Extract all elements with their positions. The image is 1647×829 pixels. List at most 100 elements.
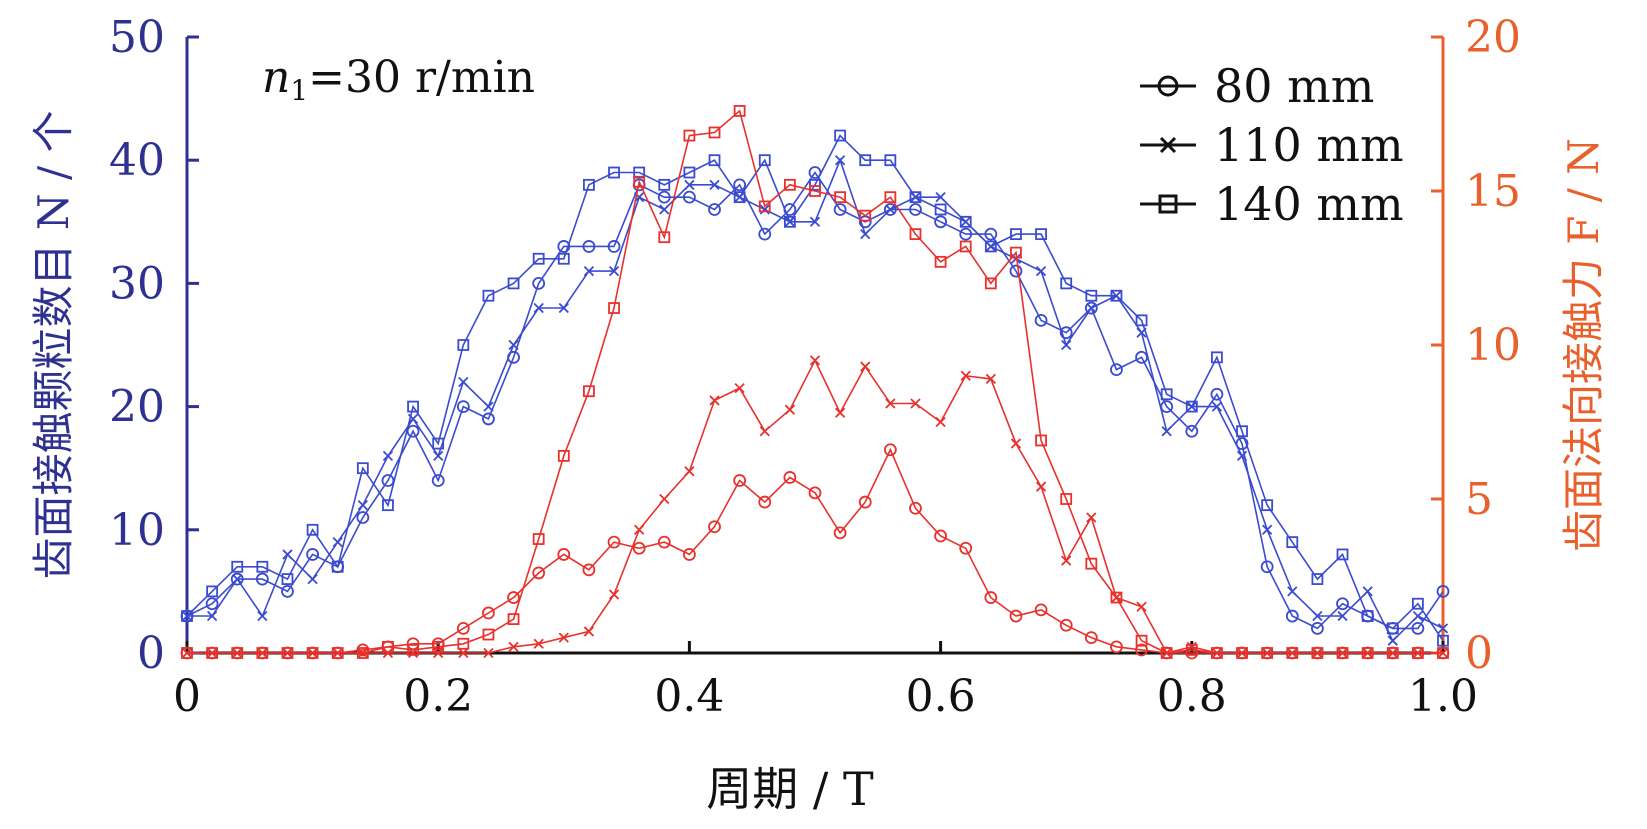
- data-point: [959, 215, 972, 228]
- data-point: [583, 385, 595, 398]
- data-point: [859, 154, 872, 167]
- data-point: [1436, 585, 1450, 598]
- data-point: [1236, 450, 1248, 462]
- x-tick-label: 0.8: [1157, 671, 1227, 722]
- data-point: [508, 641, 519, 652]
- data-point: [331, 560, 344, 573]
- data-point: [608, 589, 620, 600]
- y-axis-label-left: 齿面接触颗粒数目 N / 个: [29, 111, 78, 580]
- data-point: [558, 632, 569, 643]
- data-point: [482, 628, 495, 641]
- y-tick-label-left: 10: [109, 505, 165, 556]
- data-point: [860, 361, 871, 372]
- data-point: [1336, 597, 1349, 611]
- data-point: [382, 450, 394, 462]
- data-point: [1161, 426, 1172, 437]
- data-point: [1285, 609, 1299, 623]
- data-point: [1311, 621, 1324, 635]
- data-point: [1061, 555, 1072, 566]
- data-point: [808, 486, 822, 500]
- data-point: [206, 585, 219, 598]
- data-point: [457, 637, 470, 650]
- legend-marker: [1159, 136, 1177, 154]
- data-point: [1009, 264, 1023, 278]
- data-point: [684, 179, 695, 190]
- data-point: [382, 647, 394, 659]
- data-point: [557, 449, 570, 462]
- data-point: [733, 105, 746, 117]
- data-point: [1437, 634, 1449, 647]
- data-point: [255, 572, 269, 586]
- data-point: [809, 216, 821, 227]
- data-point: [984, 277, 997, 290]
- data-point: [783, 215, 796, 228]
- data-point: [758, 200, 771, 213]
- data-point: [984, 240, 997, 253]
- data-point: [433, 450, 444, 462]
- data-point: [557, 252, 570, 265]
- data-point: [1135, 634, 1148, 647]
- data-point: [984, 227, 998, 241]
- data-point: [683, 129, 696, 142]
- data-point: [1086, 302, 1097, 314]
- data-point: [632, 541, 646, 555]
- data-point: [1085, 289, 1098, 302]
- y-tick-label-left: 20: [109, 382, 165, 433]
- data-point: [1286, 536, 1299, 549]
- data-point: [784, 404, 796, 415]
- data-point: [507, 591, 520, 604]
- data-point: [809, 355, 821, 366]
- legend-marker: [1158, 194, 1178, 214]
- data-point: [1135, 314, 1148, 327]
- data-point: [1412, 610, 1424, 622]
- data-point: [558, 302, 569, 314]
- data-point: [1211, 401, 1223, 412]
- data-point: [1336, 647, 1349, 659]
- data-point: [1236, 647, 1248, 659]
- data-point: [482, 606, 495, 620]
- data-point: [759, 204, 770, 215]
- data-point: [1287, 586, 1298, 597]
- data-point: [1411, 647, 1424, 659]
- data-point: [1386, 622, 1399, 635]
- data-point: [231, 560, 244, 573]
- data-point: [356, 462, 369, 475]
- data-point: [708, 203, 721, 216]
- series-line: [186, 171, 1444, 630]
- y-tick-label-right: 15: [1465, 166, 1521, 217]
- x-tick-label: 1.0: [1408, 671, 1478, 722]
- data-point: [709, 179, 720, 190]
- data-point: [734, 382, 745, 394]
- data-point: [860, 228, 871, 240]
- data-point: [508, 339, 519, 351]
- data-point: [834, 191, 847, 204]
- data-point: [1437, 647, 1449, 659]
- data-point: [181, 610, 193, 622]
- x-tick-label: 0.2: [403, 671, 473, 722]
- y-tick-label-right: 0: [1465, 628, 1493, 679]
- data-point: [1084, 631, 1098, 644]
- data-point: [1110, 363, 1123, 377]
- data-point: [1060, 493, 1073, 505]
- data-point: [1437, 623, 1449, 634]
- data-point: [883, 203, 897, 216]
- data-point: [833, 203, 847, 216]
- data-point: [934, 529, 947, 543]
- data-point: [533, 302, 544, 314]
- data-point: [356, 511, 370, 524]
- x-tick-label: 0.4: [654, 671, 724, 722]
- data-point: [658, 231, 671, 244]
- data-point: [1362, 586, 1373, 597]
- data-point: [583, 626, 595, 637]
- data-point: [532, 566, 546, 580]
- y-axis-label-right-text: 齿面法向接触力 F / N: [1559, 138, 1608, 552]
- data-point: [582, 563, 596, 577]
- data-point: [1261, 647, 1274, 659]
- data-point: [959, 541, 973, 555]
- data-point: [1336, 548, 1349, 561]
- data-point: [507, 613, 520, 626]
- y-tick-label-left: 50: [109, 12, 165, 63]
- data-point: [959, 227, 973, 241]
- data-point: [935, 192, 946, 203]
